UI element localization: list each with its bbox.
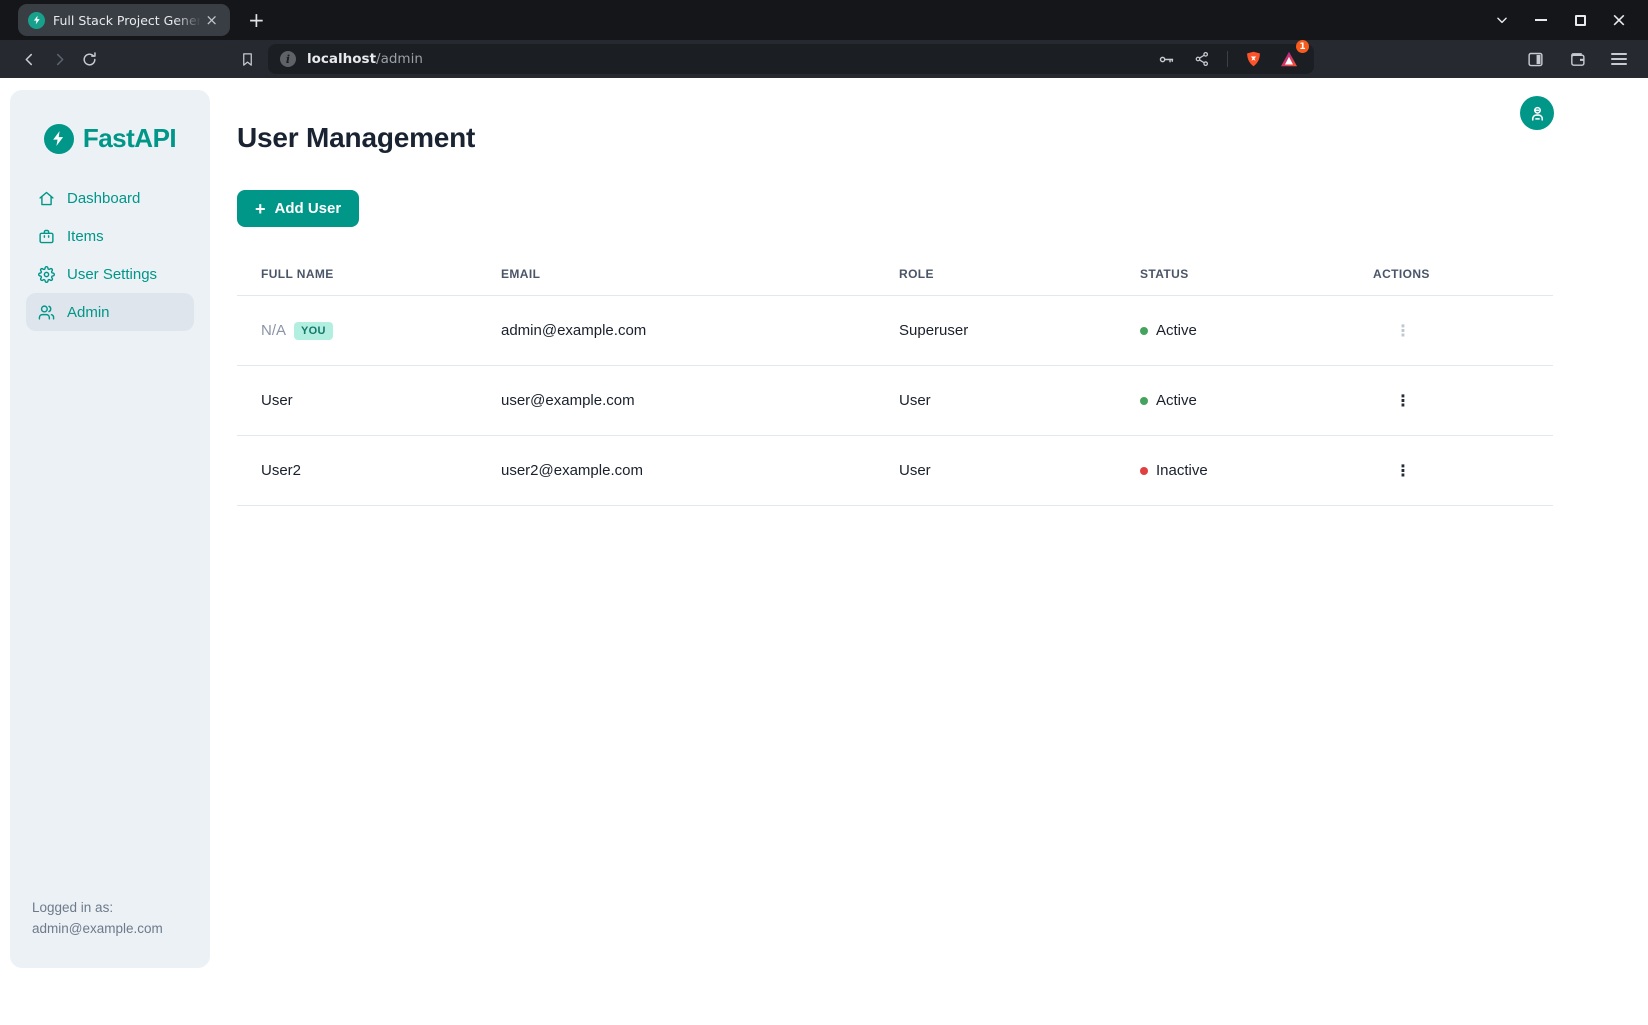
cell-status: Inactive — [1116, 462, 1349, 479]
browser-chrome: Full Stack Project Genera × + × i — [0, 0, 1648, 78]
tab-search-chevron-icon[interactable] — [1489, 7, 1515, 33]
window-close-button[interactable]: × — [1611, 8, 1627, 31]
fastapi-logo[interactable]: FastAPI — [10, 123, 210, 154]
cell-role: User — [899, 392, 931, 409]
reload-button-icon[interactable] — [74, 44, 104, 74]
cell-email: user2@example.com — [501, 462, 643, 479]
brand-name: FastAPI — [82, 123, 177, 153]
rewards-badge-count: 1 — [1296, 40, 1309, 53]
sidebar-item-items[interactable]: Items — [26, 217, 194, 255]
logged-in-email: admin@example.com — [32, 921, 163, 937]
col-header-full-name: FULL NAME — [261, 266, 334, 281]
cell-role: User — [899, 462, 931, 479]
app-page: FastAPI Dashboard Items User Settings Ad… — [0, 78, 1648, 1025]
cell-actions: ⋮ — [1349, 319, 1553, 343]
add-user-button[interactable]: + Add User — [237, 190, 360, 227]
col-header-actions: ACTIONS — [1373, 266, 1430, 281]
sidebar-item-dashboard[interactable]: Dashboard — [26, 179, 194, 217]
window-controls: × — [1489, 7, 1648, 33]
cell-full-name: User — [261, 392, 293, 409]
plus-icon: + — [255, 198, 266, 219]
sidebar-panel-icon[interactable] — [1520, 44, 1550, 74]
person-icon — [1531, 106, 1543, 121]
row-actions-menu-icon[interactable]: ⋮ — [1387, 389, 1419, 413]
sidebar-item-label: Items — [67, 227, 104, 245]
row-actions-menu-icon[interactable]: ⋮ — [1387, 459, 1419, 483]
col-header-status: STATUS — [1140, 266, 1189, 281]
share-icon[interactable] — [1187, 44, 1217, 74]
sidebar-item-label: User Settings — [67, 265, 158, 283]
cell-full-name: User2 — [261, 462, 302, 479]
url-text: localhost/admin — [307, 51, 423, 67]
url-bar[interactable]: i localhost/admin — [268, 40, 1314, 74]
browser-tab[interactable]: Full Stack Project Genera × — [18, 4, 230, 36]
cell-actions: ⋮ — [1349, 459, 1553, 483]
status-dot — [1140, 466, 1148, 475]
table-row: User user@example.com User Active ⋮ — [237, 366, 1553, 436]
window-maximize-button[interactable] — [1567, 7, 1593, 33]
table-row: N/A YOU admin@example.com Superuser Acti… — [237, 296, 1553, 366]
user-menu-button[interactable] — [1520, 96, 1554, 130]
cell-email: user@example.com — [501, 392, 635, 409]
cell-status: Active — [1116, 392, 1349, 409]
brave-rewards-icon[interactable]: 1 — [1274, 40, 1309, 74]
table-row: User2 user2@example.com User Inactive ⋮ — [237, 436, 1553, 506]
window-minimize-button[interactable] — [1528, 7, 1554, 33]
sidebar-item-label: Admin — [67, 303, 110, 321]
status-dot — [1140, 326, 1148, 335]
table-header-row: FULL NAME EMAIL ROLE STATUS ACTIONS — [237, 252, 1553, 296]
logged-in-info: Logged in as: admin@example.com — [32, 898, 163, 940]
wallet-icon[interactable] — [1562, 44, 1592, 74]
divider — [1227, 51, 1228, 67]
gear-icon — [38, 265, 55, 283]
home-icon — [39, 191, 54, 205]
cell-status: Active — [1116, 322, 1349, 339]
site-info-icon[interactable]: i — [280, 51, 296, 67]
forward-button-icon[interactable] — [44, 44, 74, 74]
menu-hamburger-icon[interactable] — [1604, 44, 1634, 74]
brave-shield-icon[interactable] — [1238, 44, 1268, 74]
you-badge: YOU — [294, 321, 333, 340]
sidebar-nav: Dashboard Items User Settings Admin — [10, 179, 210, 331]
sidebar-item-user-settings[interactable]: User Settings — [26, 255, 194, 293]
cell-email: admin@example.com — [501, 322, 647, 339]
cell-role: Superuser — [899, 322, 969, 339]
briefcase-icon — [39, 229, 54, 243]
new-tab-button[interactable]: + — [248, 8, 265, 32]
col-header-email: EMAIL — [501, 266, 541, 281]
fastapi-favicon-icon — [28, 11, 45, 29]
users-icon — [38, 304, 55, 320]
password-key-icon[interactable] — [1151, 44, 1181, 74]
back-button-icon[interactable] — [14, 44, 44, 74]
fastapi-bolt-icon — [43, 123, 74, 154]
sidebar: FastAPI Dashboard Items User Settings Ad… — [10, 90, 210, 968]
row-actions-menu-icon[interactable]: ⋮ — [1387, 319, 1419, 343]
browser-toolbar: i localhost/admin — [0, 40, 1648, 78]
bookmark-icon[interactable] — [232, 44, 262, 74]
col-header-role: ROLE — [899, 266, 934, 281]
sidebar-item-admin[interactable]: Admin — [26, 293, 194, 331]
tab-close-icon[interactable]: × — [205, 10, 218, 29]
page-title: User Management — [237, 122, 476, 153]
logged-in-label: Logged in as: — [32, 900, 114, 916]
cell-actions: ⋮ — [1349, 389, 1553, 413]
tab-bar: Full Stack Project Genera × + × — [0, 0, 1648, 40]
users-table: FULL NAME EMAIL ROLE STATUS ACTIONS N/A … — [237, 252, 1553, 506]
cell-full-name: N/A YOU — [237, 321, 477, 340]
status-dot — [1140, 396, 1148, 405]
sidebar-item-label: Dashboard — [67, 189, 141, 207]
tab-title: Full Stack Project Genera — [53, 12, 202, 28]
